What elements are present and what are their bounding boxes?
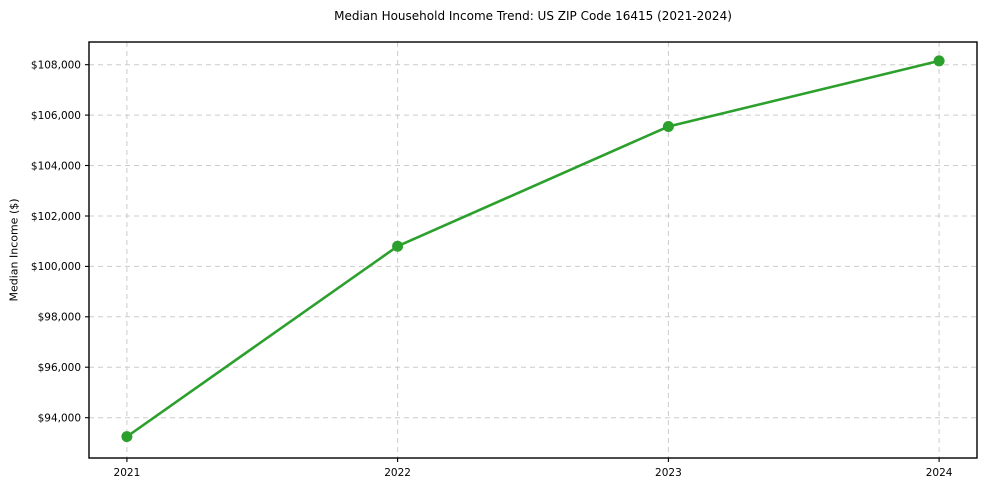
chart-title: Median Household Income Trend: US ZIP Co…	[334, 9, 732, 23]
x-tick-label: 2024	[926, 467, 953, 479]
y-tick-label: $96,000	[38, 362, 81, 374]
trend-line	[125, 59, 941, 438]
x-tick-label: 2021	[114, 467, 141, 479]
x-tick-label: 2022	[384, 467, 411, 479]
x-tick-label: 2023	[655, 467, 682, 479]
y-tick-label: $108,000	[31, 60, 81, 72]
y-tick-label: $94,000	[38, 413, 81, 425]
y-tick-label: $106,000	[31, 110, 81, 122]
y-tick-label: $104,000	[31, 160, 81, 172]
plot-frame	[88, 41, 978, 459]
y-tick-label: $100,000	[31, 261, 81, 273]
data-point	[933, 55, 945, 67]
y-tick-label: $98,000	[38, 312, 81, 324]
data-point	[392, 240, 404, 252]
data-point	[662, 121, 674, 132]
data-point	[121, 431, 133, 443]
y-tick-label: $102,000	[31, 211, 81, 223]
